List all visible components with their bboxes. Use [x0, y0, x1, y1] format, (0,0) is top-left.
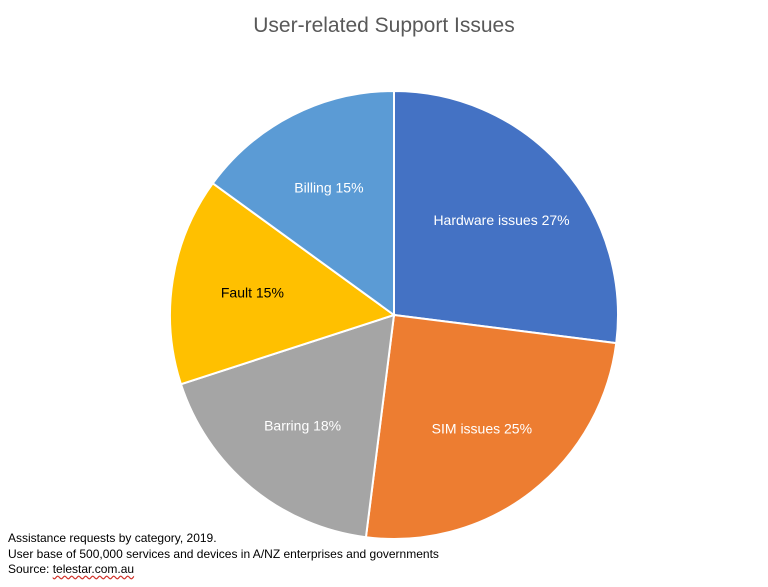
data-label-hardware-issues: Hardware issues 27% [433, 212, 569, 228]
footnote-line-2: User base of 500,000 services and device… [8, 546, 439, 561]
pie-slice-sim-issues [364, 313, 618, 540]
data-label-fault: Fault 15% [221, 285, 284, 301]
source-prefix: Source: [8, 562, 53, 576]
data-label-barring: Barring 18% [264, 417, 341, 433]
pie-slice-barring [179, 313, 396, 539]
pie-slice-fault [169, 181, 397, 386]
chart-title: User-related Support Issues [253, 14, 515, 37]
footnote: Assistance requests by category, 2019. U… [8, 531, 439, 578]
data-label-billing: Billing 15% [294, 179, 363, 195]
footnote-source: Source: telestar.com.au [8, 562, 439, 578]
data-label-sim-issues: SIM issues 25% [432, 420, 532, 436]
pie-slice-hardware-issues [393, 89, 619, 345]
source-link[interactable]: telestar.com.au [52, 562, 135, 576]
pie-slice-billing [211, 89, 395, 317]
footnote-line-1: Assistance requests by category, 2019. [8, 531, 217, 545]
